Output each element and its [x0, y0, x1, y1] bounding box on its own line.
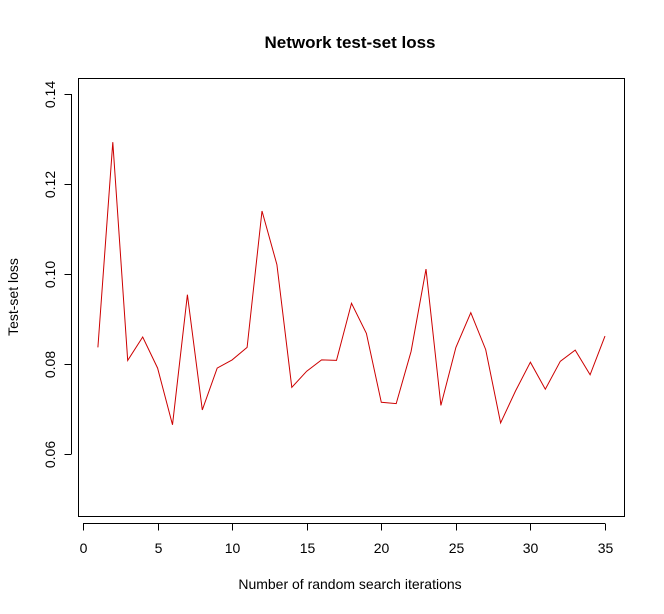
chart-title: Network test-set loss — [265, 33, 436, 52]
x-axis: 0 5 10 15 20 25 30 35 — [80, 523, 614, 556]
x-tick-label: 15 — [300, 540, 316, 556]
x-tick-label: 30 — [523, 540, 539, 556]
plot-box — [78, 78, 625, 517]
y-axis-label: Test-set loss — [5, 258, 21, 336]
x-tick-label: 35 — [598, 540, 614, 556]
series-layer — [97, 142, 606, 425]
y-axis: 0.06 0.08 0.10 0.12 0.14 — [42, 81, 72, 468]
x-axis-label: Number of random search iterations — [238, 576, 461, 592]
y-tick-label: 0.10 — [42, 261, 58, 288]
y-tick-label: 0.06 — [42, 441, 58, 468]
y-tick-label: 0.12 — [42, 171, 58, 198]
x-tick-label: 0 — [80, 540, 88, 556]
x-tick-label: 25 — [449, 540, 465, 556]
series-line — [97, 142, 606, 425]
y-tick-label: 0.08 — [42, 351, 58, 378]
x-tick-label: 10 — [225, 540, 241, 556]
x-tick-label: 5 — [155, 540, 163, 556]
y-tick-label: 0.14 — [42, 81, 58, 108]
x-tick-label: 20 — [374, 540, 390, 556]
